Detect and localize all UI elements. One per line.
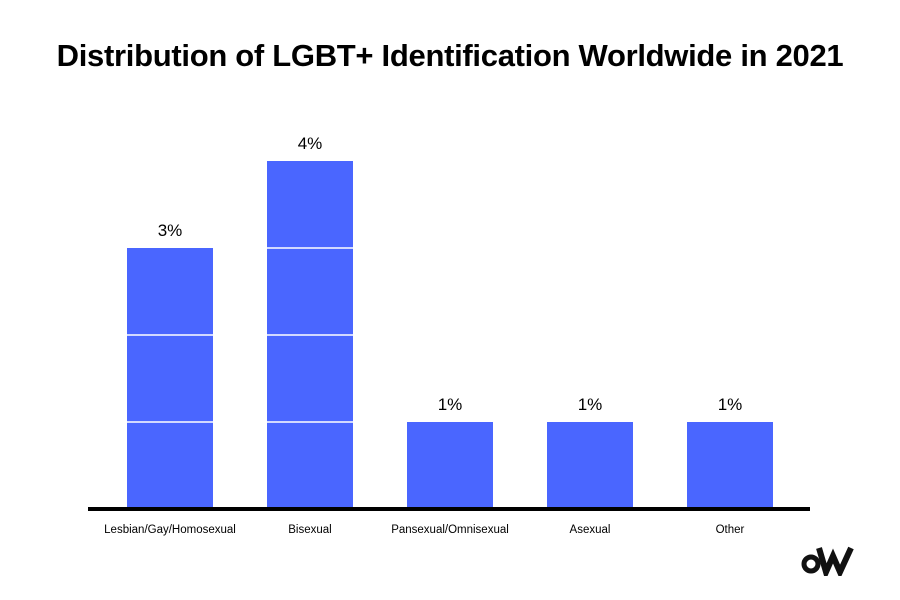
labels-layer: 3% Lesbian/Gay/Homosexual 4% Bisexual 1% Pans… (104, 134, 744, 536)
bar-value-label: 1% (718, 395, 743, 414)
bars-layer (127, 161, 773, 509)
bar-value-label: 1% (578, 395, 603, 414)
bar-group (127, 248, 213, 509)
x-tick-label: Other (716, 524, 745, 536)
ow-logo-icon (801, 546, 854, 576)
bar-group (267, 161, 353, 509)
bar (547, 422, 633, 509)
x-tick-label: Bisexual (288, 524, 331, 536)
bar-value-label: 1% (438, 395, 463, 414)
bar-value-label: 3% (158, 221, 183, 240)
bar-group (407, 422, 493, 509)
x-tick-label: Pansexual/Omnisexual (391, 524, 509, 536)
bar (687, 422, 773, 509)
bar (127, 248, 213, 509)
bar-group (687, 422, 773, 509)
bar-group (547, 422, 633, 509)
bar-value-label: 4% (298, 134, 323, 153)
bar (407, 422, 493, 509)
chart-title: Distribution of LGBT+ Identification Wor… (56, 38, 844, 73)
x-tick-label: Asexual (570, 524, 611, 536)
x-tick-label: Lesbian/Gay/Homosexual (104, 524, 236, 536)
